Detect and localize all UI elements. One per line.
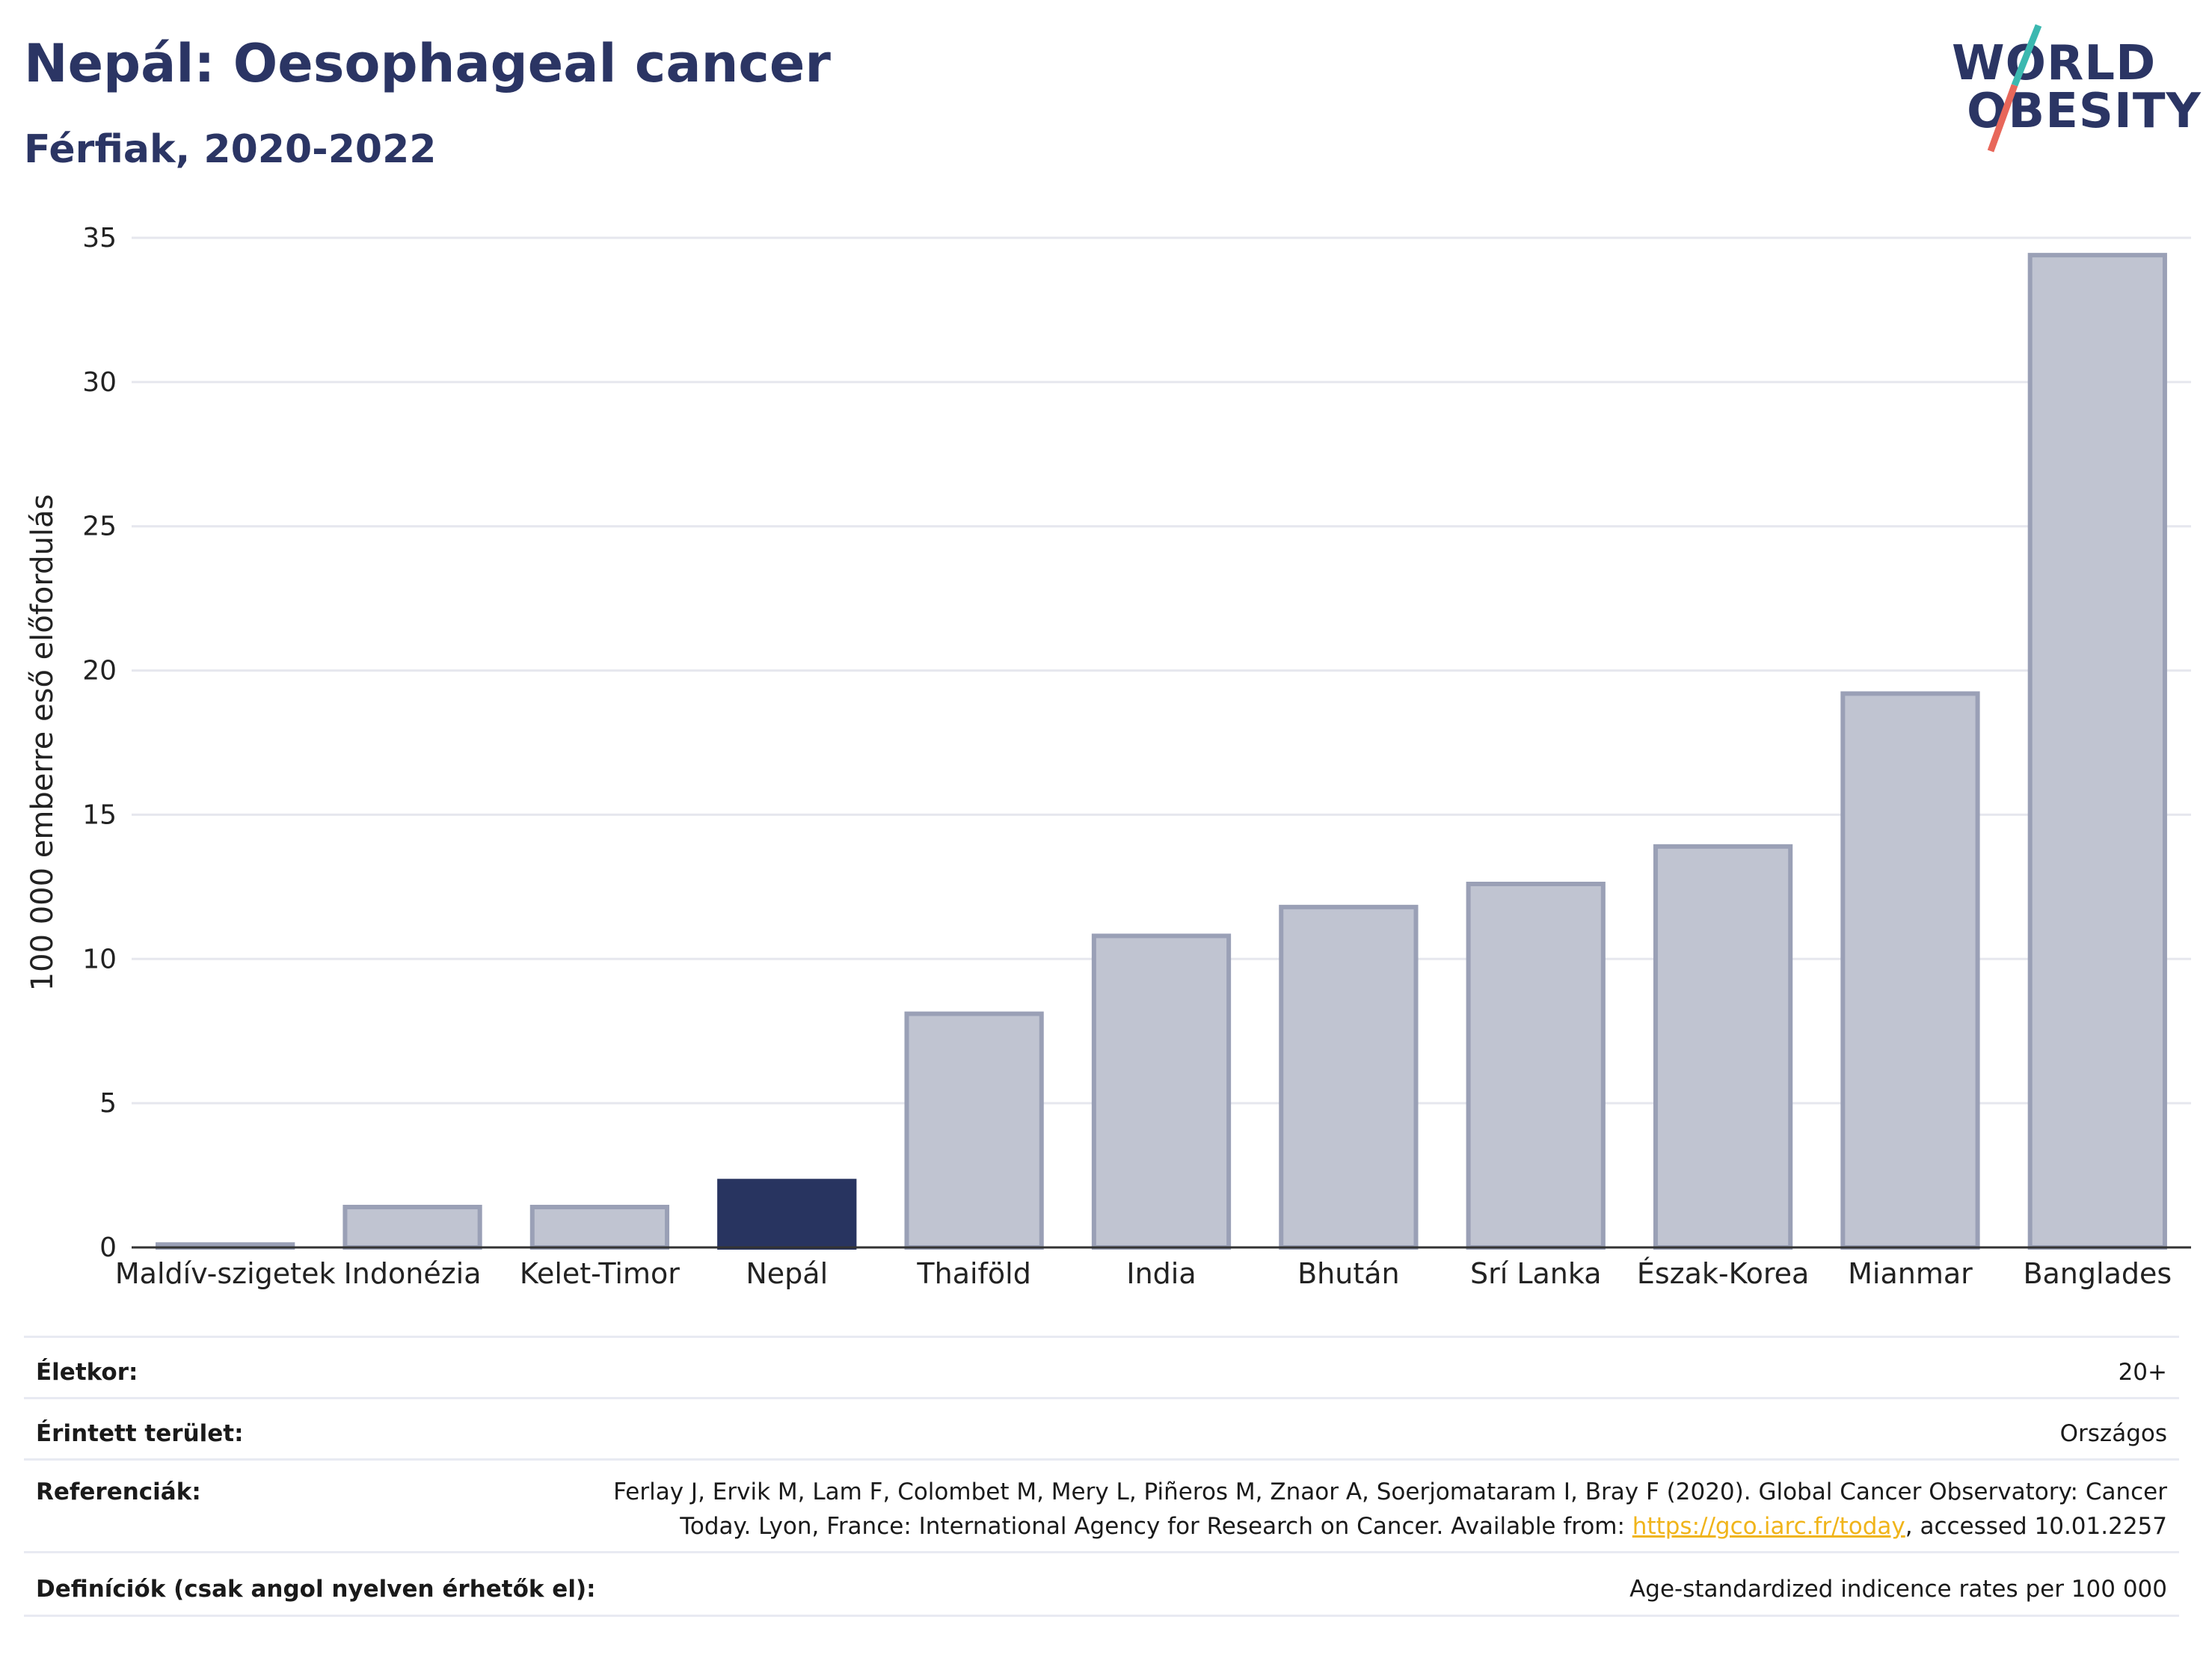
bar (904, 1011, 1044, 1250)
bar (1653, 844, 1793, 1250)
logo-slash-icon (1987, 24, 2042, 153)
meta-value-references-line2: Today. Lyon, France: International Agenc… (680, 1513, 2167, 1540)
y-tick-label: 35 (82, 223, 117, 254)
meta-value-definitions: Age-standardized indicence rates per 100… (1629, 1576, 2167, 1603)
bar (717, 1179, 857, 1250)
meta-value-age: 20+ (2118, 1359, 2167, 1386)
y-tick-label: 10 (82, 944, 117, 974)
meta-row-age: Életkor: 20+ (24, 1336, 2179, 1399)
bar (342, 1205, 482, 1250)
chart-subtitle: Férfiak, 2020-2022 (24, 127, 437, 172)
bar (1091, 933, 1232, 1250)
y-tick-label: 20 (82, 656, 117, 687)
x-tick-label: Mianmar (1848, 1257, 1973, 1290)
bar (529, 1205, 670, 1250)
y-tick-label: 15 (82, 799, 117, 830)
reference-link[interactable]: https://gco.iarc.fr/today (1632, 1513, 1905, 1540)
x-tick-label: Indonézia (344, 1257, 482, 1290)
meta-label-definitions: Definíciók (csak angol nyelven érhetők e… (36, 1576, 596, 1603)
reference-accessed: , accessed 10.01.2257 (1905, 1513, 2167, 1540)
meta-label-age: Életkor: (36, 1359, 138, 1386)
world-obesity-logo: WORLD OBESITY (1952, 22, 2201, 157)
y-tick-label: 25 (82, 512, 117, 542)
y-axis-title: 100 000 emberre eső előfordulás (25, 494, 60, 992)
x-tick-label: Thaiföld (916, 1257, 1030, 1290)
meta-value-references-line1: Ferlay J, Ervik M, Lam F, Colombet M, Me… (613, 1479, 2167, 1505)
x-tick-label: Észak-Korea (1637, 1257, 1810, 1290)
bar (1279, 904, 1419, 1250)
chart-title: Nepál: Oesophageal cancer (24, 33, 831, 94)
x-tick-label: Kelet-Timor (520, 1257, 680, 1290)
bar (1466, 882, 1606, 1250)
x-tick-label: India (1126, 1257, 1196, 1290)
bar (1840, 691, 1980, 1250)
meta-label-references: Referenciák: (36, 1479, 201, 1505)
y-tick-label: 0 (99, 1232, 117, 1263)
x-tick-label: Bhután (1297, 1257, 1400, 1290)
meta-row-references: Referenciák: Ferlay J, Ervik M, Lam F, C… (24, 1458, 2179, 1553)
bar-chart: 0 5 10 15 20 25 30 35 Maldív-szigetek Indonézia Ke… (25, 223, 2191, 1290)
x-tick-label: Maldív-szigetek (115, 1257, 336, 1290)
meta-label-area: Érintett terület: (36, 1420, 244, 1447)
x-tick-label: Srí Lanka (1470, 1257, 1602, 1290)
meta-row-definitions: Definíciók (csak angol nyelven érhetők e… (24, 1551, 2179, 1617)
x-tick-label: Nepál (746, 1257, 828, 1290)
reference-text: Today. Lyon, France: International Agenc… (680, 1513, 1632, 1540)
y-tick-label: 5 (99, 1088, 117, 1119)
logo-line-world: WORLD (1952, 36, 2157, 91)
y-tick-label: 30 (82, 367, 117, 398)
x-tick-label: Banglades (2023, 1257, 2172, 1290)
meta-value-area: Országos (2059, 1420, 2167, 1447)
bar (2027, 253, 2167, 1250)
metadata-table: Életkor: 20+ Érintett terület: Országos … (24, 1336, 2179, 1620)
meta-row-area: Érintett terület: Országos (24, 1397, 2179, 1461)
